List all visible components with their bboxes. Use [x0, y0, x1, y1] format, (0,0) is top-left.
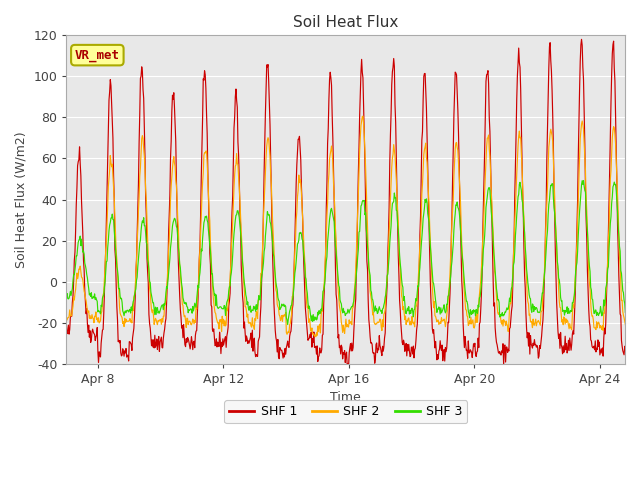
SHF 1: [298, 199, 306, 205]
SHF 1: [383, 281, 391, 287]
SHF 3: [195, 275, 203, 280]
Y-axis label: Soil Heat Flux (W/m2): Soil Heat Flux (W/m2): [15, 131, 28, 268]
SHF 1: [578, 36, 586, 42]
Line: SHF 2: SHF 2: [67, 116, 631, 336]
Title: Soil Heat Flux: Soil Heat Flux: [293, 15, 399, 30]
Line: SHF 1: SHF 1: [67, 39, 631, 368]
SHF 1: [345, 365, 353, 371]
Text: VR_met: VR_met: [75, 48, 120, 61]
SHF 1: [195, 255, 203, 261]
Line: SHF 3: SHF 3: [67, 180, 631, 324]
SHF 2: [384, 268, 392, 274]
SHF 2: [83, 303, 91, 309]
SHF 3: [284, 322, 291, 327]
Legend: SHF 1, SHF 2, SHF 3: SHF 1, SHF 2, SHF 3: [224, 400, 467, 423]
SHF 2: [520, 214, 528, 219]
SHF 3: [268, 234, 276, 240]
SHF 2: [627, 322, 635, 327]
SHF 1: [627, 341, 635, 347]
SHF 1: [63, 327, 70, 333]
SHF 3: [83, 272, 91, 277]
SHF 3: [520, 209, 527, 215]
SHF 3: [579, 178, 586, 183]
X-axis label: Time: Time: [330, 391, 361, 404]
SHF 2: [63, 318, 70, 324]
SHF 3: [299, 238, 307, 243]
SHF 2: [268, 202, 276, 207]
SHF 3: [63, 294, 70, 300]
SHF 1: [83, 306, 91, 312]
SHF 1: [268, 217, 276, 223]
SHF 3: [383, 273, 391, 279]
SHF 2: [359, 113, 367, 119]
SHF 1: [520, 210, 527, 216]
SHF 2: [195, 257, 203, 263]
SHF 3: [627, 311, 635, 316]
SHF 2: [298, 203, 306, 209]
SHF 2: [312, 334, 319, 339]
